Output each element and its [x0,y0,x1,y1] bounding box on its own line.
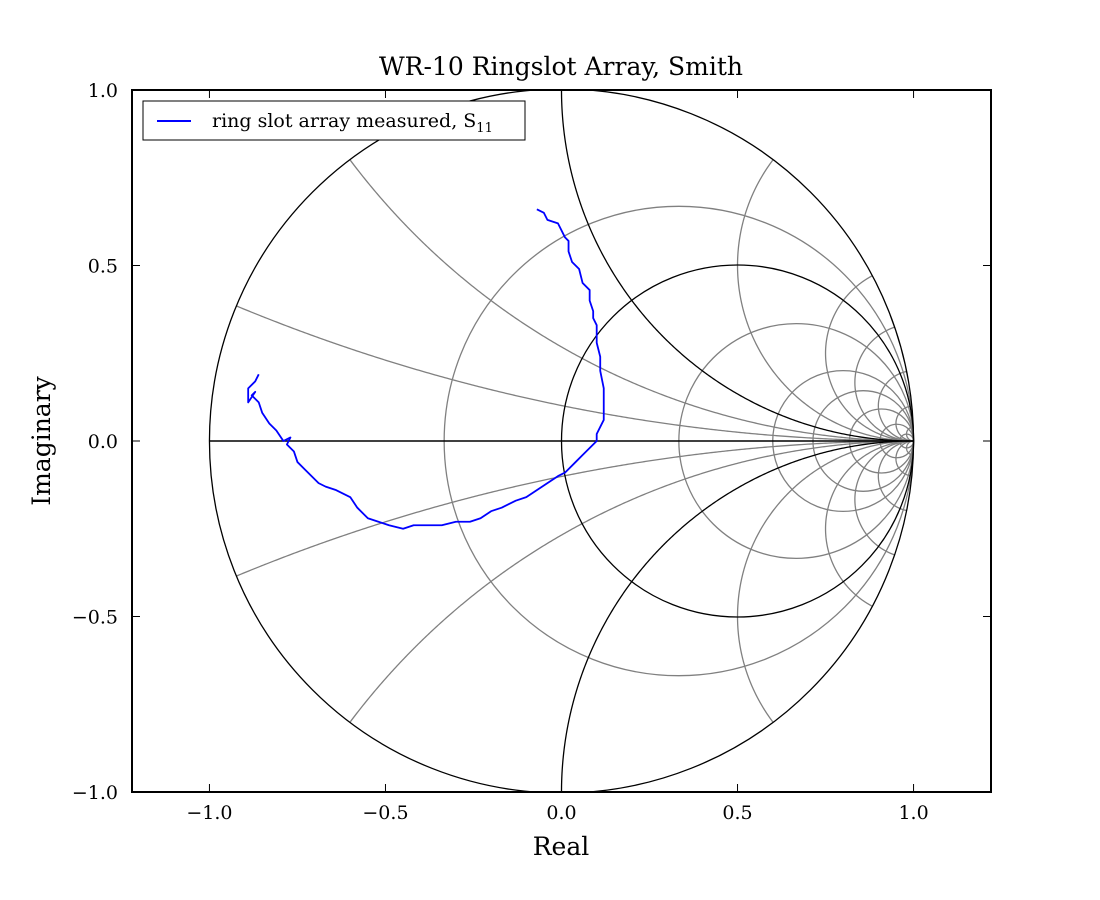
x-axis-label: Real [533,832,590,861]
legend-entry-s11: ring slot array measured, S11 [212,110,493,136]
chart-title: WR-10 Ringslot Array, Smith [379,52,743,81]
legend-entry-subscript: 11 [476,121,493,136]
legend-box [142,100,526,141]
y-tick-label: −1.0 [72,782,118,804]
y-tick-label: 0.5 [88,256,118,278]
smith-grid-major [208,90,915,792]
legend-entry-name: ring slot array measured, S [212,110,476,132]
x-tick-label: −0.5 [362,802,408,824]
legend: ring slot array measured, S11 [142,100,526,141]
x-tick-label: 0.5 [722,802,752,824]
x-tick-label: 1.0 [898,802,928,824]
series-layer [247,208,605,530]
x-tick-label: 0.0 [546,802,576,824]
y-axis-label: Imaginary [27,375,56,505]
axis-ticks: −1.0 −0.5 0.0 0.5 1.0 −1.0 −0.5 0.0 0.5 1.0 [72,80,991,824]
y-tick-label: −0.5 [72,607,118,629]
series-line-s11 [247,208,605,530]
x-tick-label: −1.0 [186,802,232,824]
plot-area [208,90,915,792]
y-tick-label: 0.0 [88,431,118,453]
y-tick-label: 1.0 [88,80,118,102]
